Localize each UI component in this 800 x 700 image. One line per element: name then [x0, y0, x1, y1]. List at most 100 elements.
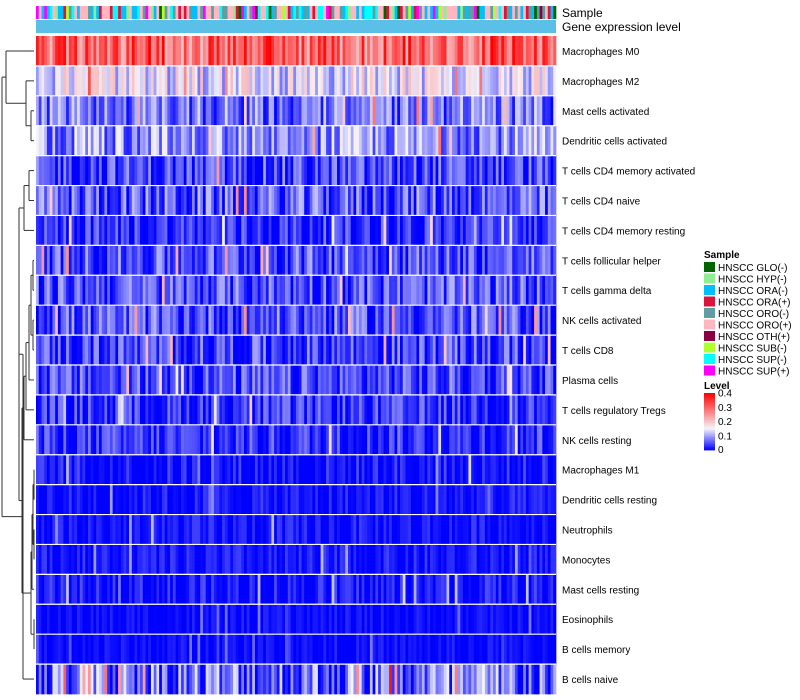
- sample-annotation-cell: [137, 6, 141, 19]
- heatmap-cell: [90, 365, 94, 396]
- heatmap-cell: [109, 185, 113, 216]
- heatmap-cell: [181, 634, 185, 665]
- heatmap-cell: [391, 155, 395, 186]
- heatmap-cell: [159, 36, 163, 67]
- heatmap-cell: [391, 574, 395, 605]
- heatmap-cell: [517, 634, 521, 665]
- heatmap-cell: [498, 155, 502, 186]
- sample-annotation-cell: [140, 6, 144, 19]
- heatmap-cell: [181, 65, 185, 97]
- heatmap-cell: [55, 125, 59, 156]
- heatmap-cell: [279, 305, 283, 336]
- heatmap-cell: [276, 305, 280, 336]
- heatmap-cell: [186, 604, 190, 635]
- heatmap-cell: [145, 65, 149, 97]
- heatmap-cell: [350, 275, 354, 306]
- heatmap-cell: [74, 185, 78, 216]
- heatmap-cell: [339, 275, 343, 306]
- heatmap-cell: [36, 185, 40, 216]
- heatmap-cell: [487, 365, 491, 396]
- colorbar-segment: [704, 440, 715, 442]
- heatmap-cell: [189, 604, 193, 635]
- heatmap-cell: [372, 634, 376, 665]
- heatmap-cell: [112, 544, 116, 575]
- heatmap-cell: [317, 335, 321, 366]
- heatmap-cell: [293, 245, 297, 276]
- heatmap-cell: [55, 36, 59, 67]
- heatmap-cell: [528, 65, 532, 97]
- heatmap-cell: [309, 484, 313, 515]
- heatmap-cell: [175, 454, 179, 485]
- heatmap-cell: [227, 574, 231, 605]
- heatmap-cell: [71, 424, 75, 456]
- heatmap-cell: [274, 125, 278, 156]
- heatmap-cell: [137, 664, 141, 695]
- heatmap-cell: [49, 574, 53, 605]
- heatmap-cell: [498, 664, 502, 695]
- heatmap-cell: [183, 95, 187, 127]
- heatmap-cell: [90, 454, 94, 485]
- heatmap-cell: [531, 484, 535, 515]
- heatmap-cell: [290, 484, 294, 515]
- heatmap-cell: [416, 544, 420, 575]
- heatmap-cell: [123, 574, 127, 605]
- heatmap-cell: [183, 634, 187, 665]
- heatmap-cell: [208, 215, 212, 246]
- heatmap-cell: [52, 305, 56, 336]
- heatmap-cell: [504, 365, 508, 396]
- heatmap-cell: [208, 305, 212, 336]
- heatmap-cell: [550, 394, 554, 426]
- sample-annotation-cell: [274, 6, 278, 19]
- heatmap-cell: [479, 424, 483, 456]
- heatmap-cell: [260, 484, 264, 515]
- heatmap-cell: [427, 185, 431, 216]
- heatmap-cell: [331, 664, 335, 695]
- heatmap-cell: [82, 185, 86, 216]
- heatmap-cell: [441, 125, 445, 156]
- heatmap-cell: [36, 245, 40, 276]
- sample-annotation-cell: [468, 6, 472, 19]
- heatmap-cell: [123, 305, 127, 336]
- heatmap-cell: [539, 305, 543, 336]
- heatmap-cell: [432, 335, 436, 366]
- heatmap-cell: [487, 544, 491, 575]
- heatmap-cell: [241, 245, 245, 276]
- sample-annotation-cell: [93, 6, 97, 19]
- heatmap-cell: [205, 365, 209, 396]
- heatmap-cell: [435, 484, 439, 515]
- heatmap-cell: [230, 335, 234, 366]
- heatmap-cell: [465, 245, 469, 276]
- heatmap-cell: [66, 484, 70, 515]
- heatmap-cell: [320, 394, 324, 426]
- heatmap-cell: [427, 664, 431, 695]
- heatmap-cell: [82, 484, 86, 515]
- heatmap-cell: [402, 544, 406, 575]
- heatmap-cell: [77, 604, 81, 635]
- heatmap-cell: [391, 185, 395, 216]
- heatmap-cell: [257, 245, 261, 276]
- heatmap-cell: [192, 305, 196, 336]
- heatmap-cell: [348, 215, 352, 246]
- heatmap-cell: [402, 95, 406, 127]
- heatmap-cell: [96, 604, 100, 635]
- heatmap-cell: [520, 514, 524, 545]
- heatmap-cell: [211, 664, 215, 695]
- heatmap-cell: [435, 544, 439, 575]
- heatmap-cell: [536, 454, 540, 485]
- heatmap-cell: [175, 424, 179, 456]
- heatmap-cell: [254, 36, 259, 67]
- heatmap-cell: [107, 394, 111, 426]
- heatmap-cell: [175, 365, 179, 396]
- heatmap-cell: [120, 36, 124, 67]
- heatmap-cell: [465, 604, 469, 635]
- heatmap-cell: [416, 484, 420, 515]
- heatmap-cell: [118, 574, 122, 605]
- heatmap-cell: [350, 185, 354, 216]
- heatmap-cell: [55, 215, 59, 246]
- heatmap-cell: [383, 215, 387, 246]
- heatmap-cell: [238, 335, 242, 366]
- heatmap-cell: [252, 544, 256, 575]
- heatmap-cell: [252, 36, 256, 67]
- heatmap-cell: [416, 215, 420, 246]
- heatmap-cell: [457, 305, 461, 336]
